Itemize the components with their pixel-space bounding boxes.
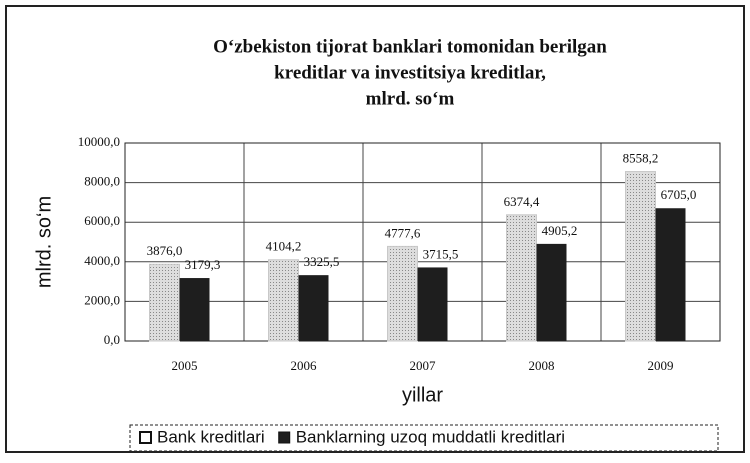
y-tick-label: 4000,0 (84, 253, 120, 268)
y-tick-label: 0,0 (104, 332, 120, 347)
y-tick-label: 2000,0 (84, 292, 120, 307)
data-label: 6705,0 (661, 187, 697, 202)
chart-title: O‘zbekiston tijorat banklari tomonidan b… (213, 36, 607, 57)
bar (387, 245, 418, 342)
bar (179, 278, 210, 341)
bar (268, 259, 299, 342)
data-label: 3715,5 (423, 246, 459, 261)
data-label: 4905,2 (542, 223, 578, 238)
data-label: 4104,2 (266, 239, 302, 254)
chart-title: kreditlar va investitsiya kreditlar, (274, 62, 546, 83)
frame (5, 5, 745, 453)
data-label: 8558,2 (623, 151, 659, 166)
bar (625, 171, 656, 342)
data-label: 4777,6 (385, 225, 421, 240)
x-axis-label: yillar (402, 384, 443, 406)
y-axis-label: mlrd. so‘m (33, 196, 55, 288)
bar (298, 275, 329, 341)
bar (655, 208, 686, 341)
x-tick-label: 2006 (291, 358, 318, 373)
y-tick-label: 6000,0 (84, 213, 120, 228)
bar (536, 243, 567, 341)
y-tick-label: 10000,0 (78, 134, 120, 149)
chart-title: mlrd. so‘m (366, 88, 455, 109)
legend-box (129, 424, 719, 452)
legend-label: Bank kreditlari (157, 427, 265, 446)
data-label: 3876,0 (147, 243, 183, 258)
bar (506, 214, 537, 342)
data-label: 3179,3 (185, 257, 221, 272)
bar (417, 267, 448, 341)
y-tick-label: 8000,0 (84, 174, 120, 189)
bar (149, 263, 180, 342)
data-label: 6374,4 (504, 194, 540, 209)
x-tick-label: 2009 (648, 358, 674, 373)
x-tick-label: 2008 (529, 358, 555, 373)
legend-swatch (278, 431, 291, 444)
x-tick-label: 2007 (410, 358, 437, 373)
legend-label: Banklarning uzoq muddatli kreditlari (296, 427, 565, 446)
legend-swatch (139, 431, 152, 444)
data-label: 3325,5 (304, 254, 340, 269)
x-tick-label: 2005 (172, 358, 198, 373)
